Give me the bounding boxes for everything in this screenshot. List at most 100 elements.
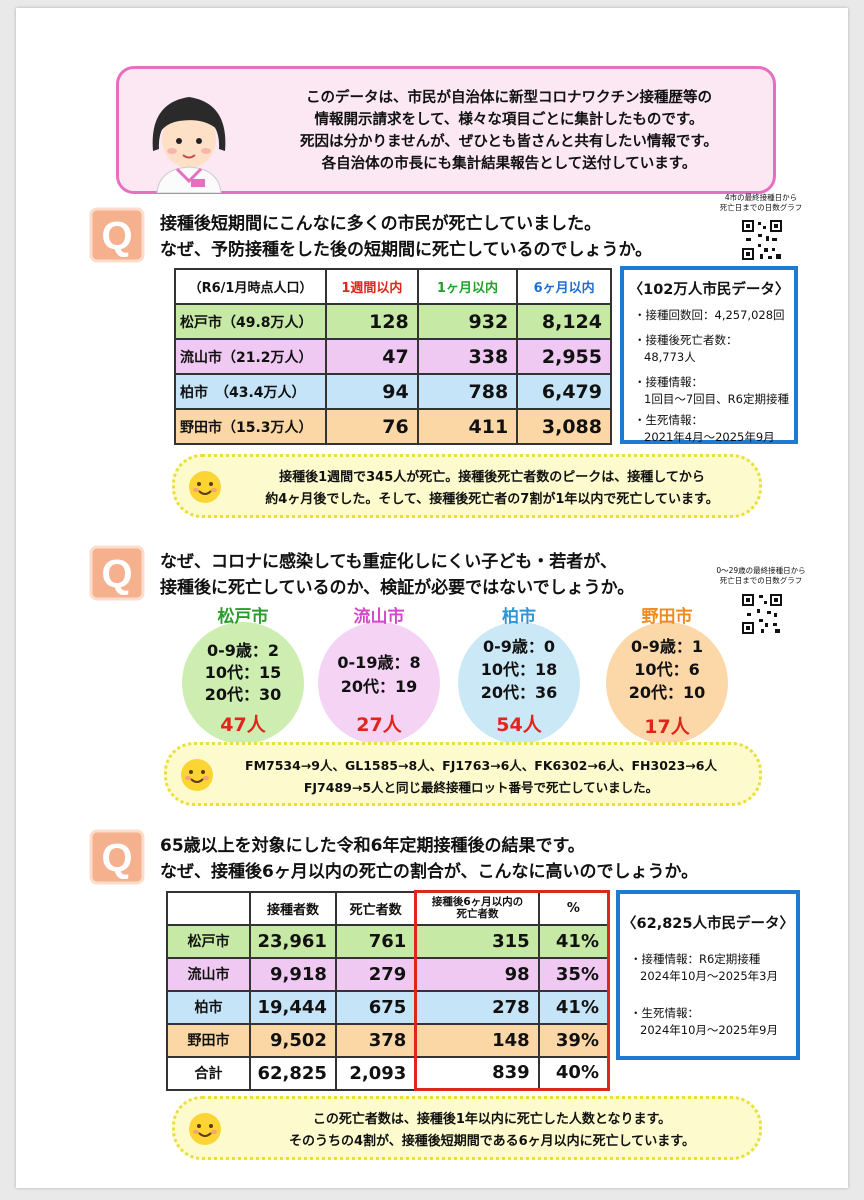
circle-bg bbox=[182, 622, 304, 744]
header-deaths: 死亡者数 bbox=[334, 890, 417, 926]
q1-qr-caption: 4市の最終接種日から 死亡日までの日数グラフ bbox=[719, 193, 803, 212]
value-cell: 98 bbox=[414, 956, 540, 992]
value-cell: 19,444 bbox=[249, 989, 337, 1025]
value-cell: 278 bbox=[414, 989, 540, 1025]
value-cell: 9,918 bbox=[249, 956, 337, 992]
info-item: ・生死情報： 2024年10月〜2025年9月 bbox=[630, 1006, 778, 1037]
nurse-illustration-icon bbox=[152, 97, 226, 193]
city-cell: 松戸市（49.8万人） bbox=[173, 303, 328, 340]
city-cell: 柏市 （43.4万人） bbox=[173, 373, 328, 410]
circle-bg bbox=[458, 622, 580, 744]
table-header-row: （R6/1月時点人口） 1週間以内 1ヶ月以内 6ヶ月以内 bbox=[173, 268, 612, 305]
circle-stat: 10代：6 bbox=[634, 660, 700, 679]
circle-total: 17人 bbox=[644, 716, 690, 738]
info-title: 〈62,825人市民データ〉 bbox=[622, 916, 794, 932]
q2-question: なぜ、コロナに感染しても重症化しにくい子ども・若者が、 接種後に死亡しているのか… bbox=[160, 552, 635, 598]
circle-stat: 10代：18 bbox=[480, 660, 558, 679]
q1-death-table: （R6/1月時点人口） 1週間以内 1ヶ月以内 6ヶ月以内 松戸市（49.8万人… bbox=[173, 268, 612, 445]
qr-code-icon[interactable] bbox=[740, 218, 784, 262]
circle-bg bbox=[318, 622, 440, 744]
table-row: 野田市（15.3万人） 76 411 3,088 bbox=[173, 408, 612, 445]
circle-city-name: 野田市 bbox=[641, 607, 693, 627]
svg-text:Q: Q bbox=[101, 214, 132, 258]
q3-question: 65歳以上を対象にした令和6年定期接種後の結果です。 なぜ、接種後6ヶ月以内の死… bbox=[160, 836, 699, 882]
value-cell: 3,088 bbox=[516, 408, 612, 445]
city-cell: 松戸市 bbox=[165, 923, 252, 959]
q3-result-table: 接種者数 死亡者数 接種後6ヶ月以内の 死亡者数 % 松戸市 23,961 76… bbox=[165, 890, 610, 1091]
percent-cell: 40% bbox=[537, 1055, 610, 1091]
q3-note: この死亡者数は、接種後1年以内に死亡した人数となります。 そのうちの4割が、接種後… bbox=[172, 1096, 762, 1160]
value-cell: 94 bbox=[325, 373, 419, 410]
circle-stat: 20代：36 bbox=[480, 683, 558, 702]
header-vaccinated: 接種者数 bbox=[249, 890, 337, 926]
table-row: 柏市 （43.4万人） 94 788 6,479 bbox=[173, 373, 612, 410]
circle-total: 47人 bbox=[220, 714, 266, 736]
table-row: 流山市 9,918 279 98 35% bbox=[165, 956, 610, 992]
note-text: FM7534→9人、GL1585→8人、FJ1763→6人、FK6302→6人、… bbox=[245, 758, 717, 795]
circle-bg bbox=[606, 622, 728, 744]
info-item: ・接種回数回：4,257,028回 bbox=[634, 308, 785, 322]
circle-stat: 0-9歳：0 bbox=[482, 637, 556, 656]
info-item: ・生死情報： 2021年4月〜2025年9月 bbox=[634, 413, 775, 444]
q3-info-box: 〈62,825人市民データ〉 ・接種情報：R6定期接種 2024年10月〜2025… bbox=[616, 890, 800, 1060]
city-cell: 野田市 bbox=[165, 1022, 252, 1058]
circle-city-name: 流山市 bbox=[353, 607, 405, 627]
q-badge-icon: Q bbox=[89, 545, 145, 601]
value-cell: 62,825 bbox=[249, 1055, 337, 1091]
table-row-total: 合計 62,825 2,093 839 40% bbox=[165, 1055, 610, 1091]
percent-cell: 35% bbox=[537, 956, 610, 992]
header-1week: 1週間以内 bbox=[325, 268, 419, 305]
table-row: 野田市 9,502 378 148 39% bbox=[165, 1022, 610, 1058]
percent-cell: 39% bbox=[537, 1022, 610, 1058]
percent-cell: 41% bbox=[537, 923, 610, 959]
value-cell: 378 bbox=[334, 1022, 417, 1058]
qr-code-icon[interactable] bbox=[740, 592, 784, 636]
info-item: ・接種情報： 1回目〜7回目、R6定期接種 bbox=[634, 375, 789, 406]
circle-stat: 0-9歳：2 bbox=[206, 641, 280, 660]
header-deaths-6months: 接種後6ヶ月以内の 死亡者数 bbox=[414, 890, 540, 926]
value-cell: 2,955 bbox=[516, 338, 612, 375]
info-title: 〈102万人市民データ〉 bbox=[628, 282, 790, 298]
svg-text:Q: Q bbox=[101, 836, 132, 880]
circle-total: 27人 bbox=[356, 714, 402, 736]
header-1month: 1ヶ月以内 bbox=[416, 268, 519, 305]
note-text: この死亡者数は、接種後1年以内に死亡した人数となります。 そのうちの4割が、接種後… bbox=[288, 1112, 695, 1149]
table-row: 松戸市（49.8万人） 128 932 8,124 bbox=[173, 303, 612, 340]
header-6months: 6ヶ月以内 bbox=[516, 268, 612, 305]
circle-city-name: 松戸市 bbox=[217, 607, 269, 627]
q2-note: FM7534→9人、GL1585→8人、FJ1763→6人、FK6302→6人、… bbox=[164, 742, 762, 806]
circle-total: 54人 bbox=[496, 714, 542, 736]
circle-stat: 20代：19 bbox=[340, 677, 418, 696]
q2-qr-caption: 0〜29歳の最終接種日から 死亡日までの日数グラフ bbox=[716, 566, 806, 585]
table-row: 柏市 19,444 675 278 41% bbox=[165, 989, 610, 1025]
value-cell: 128 bbox=[325, 303, 419, 340]
smiley-icon bbox=[189, 1113, 221, 1145]
intro-box: このデータは、市民が自治体に新型コロナワクチン接種歴等の 情報開示請求をして、様… bbox=[116, 66, 776, 194]
table-header-row: 接種者数 死亡者数 接種後6ヶ月以内の 死亡者数 % bbox=[165, 890, 610, 926]
value-cell: 788 bbox=[416, 373, 519, 410]
q-badge-icon: Q bbox=[89, 207, 145, 263]
city-cell: 柏市 bbox=[165, 989, 252, 1025]
value-cell: 47 bbox=[325, 338, 419, 375]
value-cell: 675 bbox=[334, 989, 417, 1025]
value-cell: 839 bbox=[414, 1055, 540, 1091]
value-cell: 315 bbox=[414, 923, 540, 959]
info-item: ・接種情報：R6定期接種 2024年10月〜2025年3月 bbox=[630, 952, 778, 983]
q1-note: 接種後1週間で345人が死亡。接種後死亡者数のピークは、接種してから 約4ヶ月後で… bbox=[172, 454, 762, 518]
circle-city-name: 柏市 bbox=[502, 607, 536, 627]
city-cell: 流山市 bbox=[165, 956, 252, 992]
value-cell: 9,502 bbox=[249, 1022, 337, 1058]
flyer-page: このデータは、市民が自治体に新型コロナワクチン接種歴等の 情報開示請求をして、様… bbox=[16, 8, 848, 1188]
circle-stat: 10代：15 bbox=[204, 663, 282, 682]
smiley-icon bbox=[181, 759, 213, 791]
circle-stat: 20代：10 bbox=[628, 683, 706, 702]
city-cell: 合計 bbox=[165, 1055, 252, 1091]
circle-stat: 20代：30 bbox=[204, 685, 282, 704]
value-cell: 23,961 bbox=[249, 923, 337, 959]
value-cell: 2,093 bbox=[334, 1055, 417, 1091]
q1-info-box: 〈102万人市民データ〉 ・接種回数回：4,257,028回 ・接種後死亡者数：… bbox=[620, 266, 798, 444]
value-cell: 411 bbox=[416, 408, 519, 445]
q-badge-icon: Q bbox=[89, 829, 145, 885]
percent-cell: 41% bbox=[537, 989, 610, 1025]
info-item: ・接種後死亡者数： 48,773人 bbox=[634, 333, 738, 364]
